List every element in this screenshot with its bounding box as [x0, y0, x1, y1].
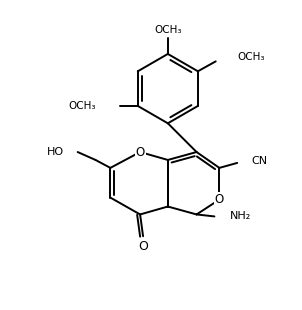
Text: CN: CN: [251, 156, 267, 166]
Text: NH₂: NH₂: [230, 211, 252, 221]
Text: OCH₃: OCH₃: [237, 52, 265, 62]
Text: OCH₃: OCH₃: [69, 101, 96, 111]
Text: OCH₃: OCH₃: [154, 25, 182, 35]
Text: HO: HO: [47, 147, 64, 157]
Text: O: O: [138, 240, 148, 253]
Text: O: O: [215, 193, 224, 206]
Text: O: O: [136, 145, 145, 158]
